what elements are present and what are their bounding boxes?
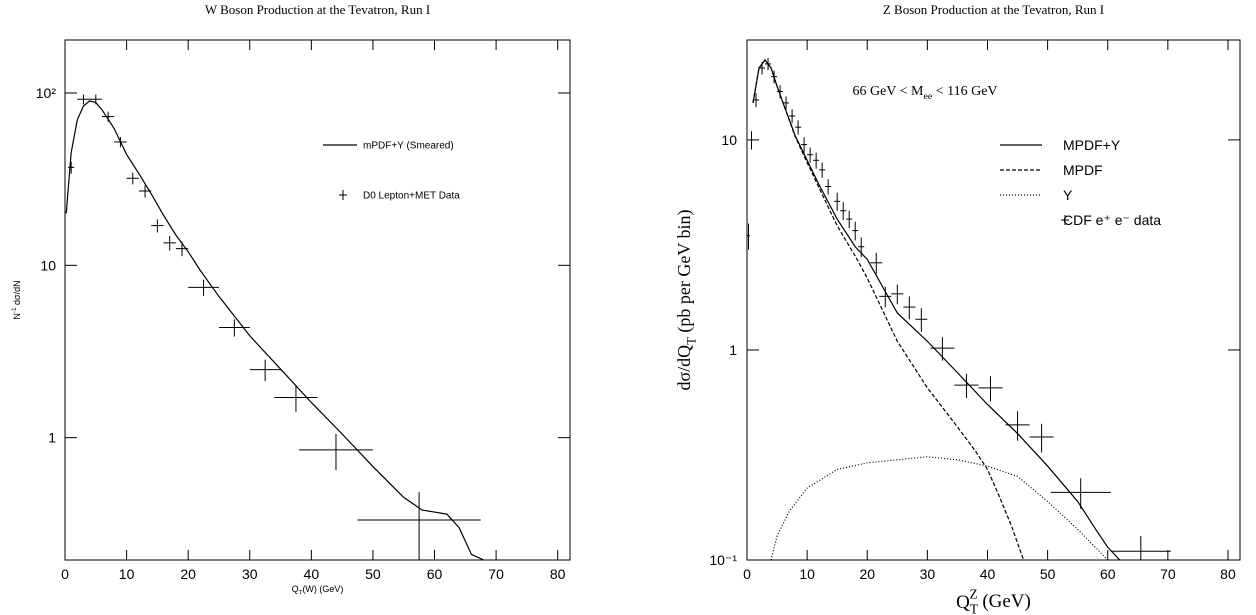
x-tick-label: 50 bbox=[365, 566, 381, 582]
x-tick-label: 30 bbox=[920, 566, 936, 582]
x-axis-label: QTZ (GeV) bbox=[956, 587, 1031, 615]
y-tick-label: 10 bbox=[721, 132, 737, 148]
annotation-base: 66 GeV < M bbox=[852, 84, 924, 99]
line-series bbox=[752, 59, 1121, 560]
y-axis-label-base: N bbox=[12, 313, 22, 320]
chart-title: W Boson Production at the Tevatron, Run … bbox=[205, 2, 430, 17]
annotation-rest: < 116 GeV bbox=[932, 84, 997, 99]
x-tick-label: 20 bbox=[859, 566, 875, 582]
line-series bbox=[752, 59, 1025, 560]
y-tick-label: 1 bbox=[48, 430, 56, 446]
x-axis-label-rest: (GeV) bbox=[978, 591, 1031, 612]
x-tick-label: 20 bbox=[180, 566, 196, 582]
annotation: 66 GeV < Mee < 116 GeV bbox=[852, 84, 997, 102]
x-tick-label: 40 bbox=[304, 566, 320, 582]
y-axis-label-rest: dσ/dN bbox=[12, 280, 22, 307]
plot-frame bbox=[64, 39, 571, 561]
y-axis-label-base: dσ/dQ bbox=[674, 345, 694, 391]
y-tick-label: 10⁻¹ bbox=[709, 552, 737, 568]
x-tick-label: 60 bbox=[1100, 566, 1116, 582]
x-tick-label: 60 bbox=[427, 566, 443, 582]
legend-label: MPDF+Y bbox=[1063, 137, 1121, 153]
x-axis-label-sub: T bbox=[299, 590, 303, 597]
x-tick-label: 80 bbox=[550, 566, 566, 582]
line-series bbox=[65, 100, 485, 560]
x-axis-label-sub: T bbox=[970, 602, 978, 615]
x-axis-label-sup: Z bbox=[969, 587, 977, 602]
legend-label: CDF e⁺ e⁻ data bbox=[1063, 212, 1161, 228]
y-tick-label: 10² bbox=[36, 85, 57, 101]
x-tick-label: 0 bbox=[743, 566, 751, 582]
x-tick-label: 30 bbox=[242, 566, 258, 582]
plot-frame bbox=[746, 39, 1241, 561]
x-tick-label: 40 bbox=[980, 566, 996, 582]
x-tick-label: 0 bbox=[61, 566, 69, 582]
y-tick-label: 1 bbox=[729, 342, 737, 358]
legend-label: mPDF+Y (Smeared) bbox=[363, 141, 454, 152]
y-axis-label-sup: -1 bbox=[11, 307, 18, 313]
y-tick-label: 10 bbox=[40, 257, 56, 273]
y-axis-label: N-1 dσ/dN bbox=[11, 280, 22, 319]
legend-label: MPDF bbox=[1063, 162, 1103, 178]
plot-area bbox=[65, 94, 485, 560]
x-tick-label: 70 bbox=[1160, 566, 1176, 582]
annotation-sub: ee bbox=[924, 91, 933, 102]
y-axis-label-rest: (pb per GeV bin) bbox=[674, 209, 695, 337]
x-axis-label-rest: (W) (GeV) bbox=[302, 584, 343, 594]
x-tick-label: 80 bbox=[1220, 566, 1236, 582]
x-tick-label: 70 bbox=[488, 566, 504, 582]
legend-label: Y bbox=[1063, 187, 1073, 203]
x-axis-label: QT(W) (GeV) bbox=[292, 584, 344, 597]
x-axis-label-base: Q bbox=[292, 584, 299, 594]
y-axis-label: dσ/dQT (pb per GeV bin) bbox=[674, 209, 698, 390]
y-axis-label-sub: T bbox=[684, 337, 698, 345]
x-axis-label-base: Q bbox=[956, 592, 970, 613]
x-tick-label: 10 bbox=[799, 566, 815, 582]
plot-area bbox=[747, 58, 1171, 560]
line-series bbox=[770, 456, 1109, 560]
x-tick-label: 50 bbox=[1040, 566, 1056, 582]
legend-label: D0 Lepton+MET Data bbox=[363, 191, 460, 202]
x-tick-label: 10 bbox=[119, 566, 135, 582]
chart-title: Z Boson Production at the Tevatron, Run … bbox=[883, 2, 1104, 17]
